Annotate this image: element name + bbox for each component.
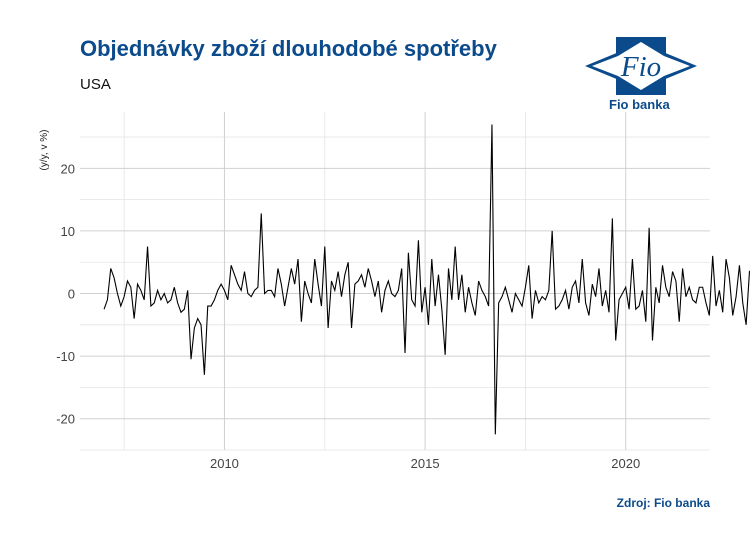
y-axis-label: (y/y, v %) xyxy=(39,130,50,171)
y-tick-label: 0 xyxy=(68,287,75,302)
y-axis-ticks: -20 -10 0 10 20 xyxy=(56,161,75,426)
logo-diamond xyxy=(592,42,690,90)
y-tick-label: -10 xyxy=(56,349,75,364)
logo-mark: Fio xyxy=(620,51,661,83)
chart-title: Objednávky zboží dlouhodobé spotřeby xyxy=(80,36,497,61)
x-tick-label: 2020 xyxy=(611,456,640,471)
grid-minor xyxy=(80,112,710,451)
logo-text: Fio banka xyxy=(609,97,670,112)
y-tick-label: 20 xyxy=(61,161,75,176)
series-line xyxy=(103,124,750,435)
fio-banka-logo: Fio xyxy=(585,37,697,95)
source-note: Zdroj: Fio banka xyxy=(616,496,710,510)
grid-major xyxy=(80,112,710,450)
x-tick-label: 2010 xyxy=(210,456,239,471)
x-tick-label: 2015 xyxy=(411,456,440,471)
chart-subtitle: USA xyxy=(80,76,111,93)
y-tick-label: -20 xyxy=(56,412,75,427)
y-tick-label: 10 xyxy=(61,224,75,239)
x-axis-ticks: 2010 2015 2020 xyxy=(210,456,640,471)
